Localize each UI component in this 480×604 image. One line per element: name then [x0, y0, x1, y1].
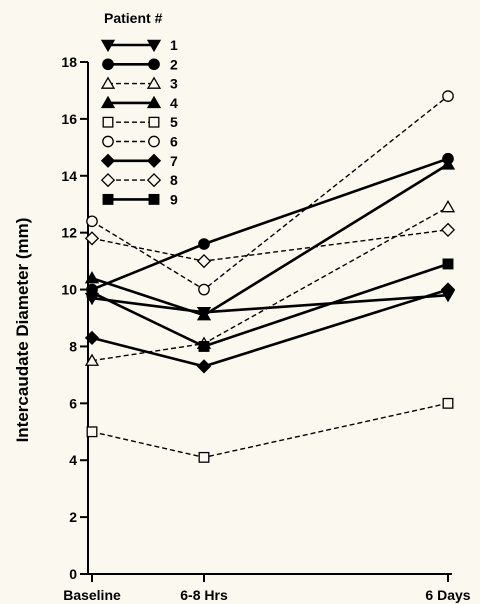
series-line-7 — [91, 288, 449, 368]
y-tick-label: 18 — [61, 54, 77, 70]
data-point — [440, 222, 456, 237]
data-point — [440, 199, 456, 213]
data-point — [442, 90, 454, 102]
series-8 — [84, 222, 456, 269]
y-tick-label: 8 — [69, 338, 77, 354]
data-point — [198, 451, 210, 463]
legend-marker — [100, 95, 116, 109]
data-point — [84, 271, 100, 284]
legend-marker — [102, 58, 114, 71]
data-point — [198, 340, 210, 352]
x-tick-label: 6-8 Hrs — [180, 587, 228, 603]
legend-label: 5 — [170, 114, 178, 130]
y-tick-label: 14 — [61, 168, 77, 184]
y-tick-label: 2 — [69, 509, 77, 525]
legend-marker — [146, 76, 162, 89]
legend-label: 6 — [170, 134, 178, 150]
x-tick-label: Baseline — [63, 587, 121, 603]
legend-marker — [100, 172, 116, 188]
legend-item-7: 7 — [100, 153, 178, 169]
legend-item-3: 3 — [100, 76, 178, 92]
y-tick-label: 6 — [69, 395, 77, 411]
legend-label: 8 — [170, 172, 178, 188]
data-point — [198, 283, 210, 296]
legend-marker — [148, 116, 160, 128]
legend-marker — [148, 58, 160, 71]
data-point — [198, 238, 210, 250]
legend-marker — [102, 193, 114, 205]
legend-marker — [146, 172, 162, 188]
data-point — [442, 258, 454, 270]
data-point — [86, 426, 98, 438]
data-point — [442, 397, 454, 409]
legend-item-9: 9 — [102, 191, 178, 207]
series-line-3 — [91, 206, 449, 362]
y-axis-label: Intercaudate Diameter (mm) — [13, 218, 32, 443]
data-point — [440, 157, 456, 170]
legend-marker — [146, 95, 162, 109]
legend-label: 7 — [170, 153, 178, 169]
series-line-6 — [91, 95, 449, 291]
legend-label: 4 — [170, 95, 178, 111]
legend-item-4: 4 — [100, 95, 178, 111]
series-line-8 — [91, 229, 449, 262]
legend-marker — [146, 39, 162, 53]
series-line-5 — [91, 402, 449, 459]
series-4 — [84, 157, 456, 321]
series-9 — [86, 258, 454, 352]
data-point — [86, 286, 98, 298]
series-layer — [84, 90, 456, 463]
series-7 — [84, 282, 456, 374]
data-point — [84, 231, 100, 246]
legend-marker — [146, 153, 162, 168]
legend-label: 3 — [170, 76, 178, 92]
legend-marker — [100, 153, 116, 168]
y-tick-label: 0 — [69, 566, 77, 582]
y-tick-label: 16 — [61, 111, 77, 127]
legend-marker — [102, 135, 114, 148]
data-point — [86, 215, 98, 228]
legend-marker — [102, 116, 114, 128]
y-tick-label: 4 — [69, 452, 77, 468]
x-tick-label: 6 Days — [425, 587, 470, 603]
series-line-2 — [91, 157, 449, 291]
legend-label: 2 — [170, 56, 178, 72]
legend-item-8: 8 — [100, 172, 178, 188]
data-point — [84, 330, 100, 346]
data-point — [84, 353, 100, 366]
legend-item-6: 6 — [102, 134, 178, 150]
legend-label: 1 — [170, 37, 178, 53]
data-point — [440, 282, 456, 297]
series-line-4 — [91, 163, 449, 317]
data-point — [196, 308, 212, 321]
data-point — [196, 359, 212, 374]
legend-marker — [148, 135, 160, 148]
legend-marker — [100, 76, 116, 89]
series-3 — [84, 199, 456, 366]
legend-marker — [100, 39, 116, 53]
legend-title: Patient # — [104, 10, 163, 26]
axes: 0 2 4 6 8 10 12 14 16 18 Baseline 6-8 Hrs 6 Days — [61, 54, 470, 603]
data-point — [196, 253, 212, 269]
series-line-1 — [91, 293, 449, 314]
legend-item-2: 2 — [102, 56, 178, 72]
legend-label: 9 — [170, 191, 178, 207]
y-tick-label: 10 — [61, 282, 77, 298]
legend: 1 2 3 4 5 6 7 8 9 — [100, 37, 178, 207]
legend-item-5: 5 — [102, 114, 178, 130]
legend-item-1: 1 — [100, 37, 178, 53]
series-5 — [86, 397, 454, 463]
legend-marker — [148, 193, 160, 205]
series-6 — [86, 90, 454, 296]
y-tick-label: 12 — [61, 225, 77, 241]
